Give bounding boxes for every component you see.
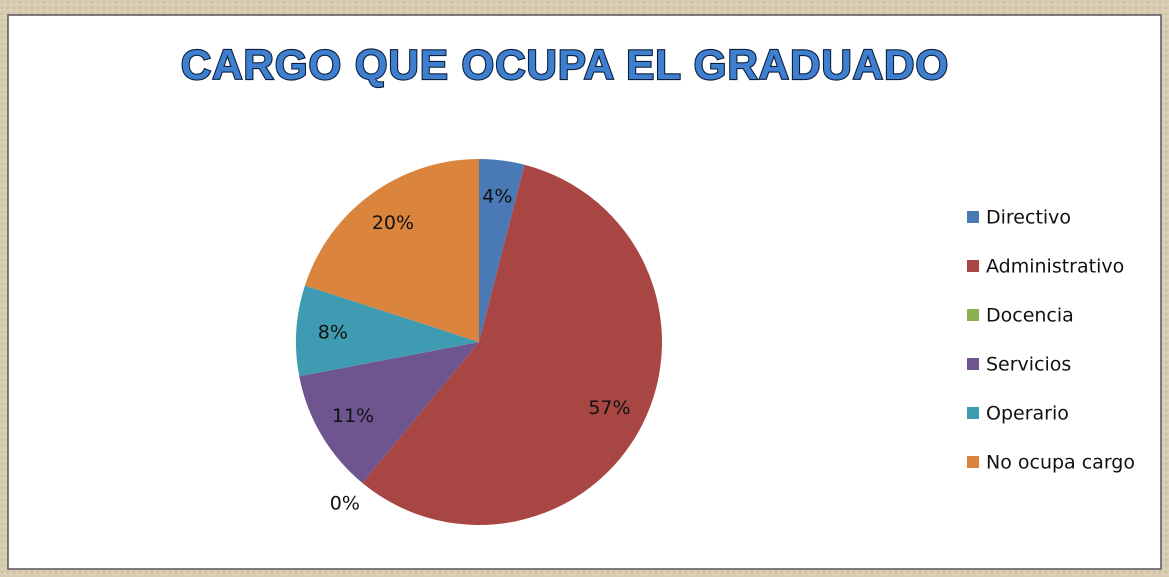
legend-swatch xyxy=(967,309,979,321)
data-label: 20% xyxy=(372,212,414,234)
data-label: 4% xyxy=(482,185,512,207)
data-label: 57% xyxy=(588,397,630,419)
pie: 4% 57% 0% 11% 8% 20% xyxy=(295,159,662,526)
pie-slice xyxy=(299,342,479,484)
legend-label: Directivo xyxy=(986,207,1071,229)
legend-label: Docencia xyxy=(986,305,1074,327)
legend-swatch xyxy=(967,260,979,272)
legend-label: Administrativo xyxy=(986,256,1124,278)
pie-slice xyxy=(479,159,525,342)
legend-label: No ocupa cargo xyxy=(986,452,1135,474)
legend-swatch xyxy=(967,358,979,370)
legend-swatch xyxy=(967,211,979,223)
chart-title: CARGO QUE OCUPA EL GRADUADO xyxy=(181,41,949,88)
pie-slice xyxy=(304,159,479,342)
data-label: 8% xyxy=(318,321,348,343)
pie-slice xyxy=(295,285,479,377)
data-label: 11% xyxy=(332,405,374,427)
pie-slice xyxy=(362,164,662,526)
legend: Directivo Administrativo Docencia Servicios… xyxy=(967,207,1135,474)
legend-label: Servicios xyxy=(986,354,1071,376)
legend-swatch xyxy=(967,407,979,419)
legend-label: Operario xyxy=(986,403,1069,425)
data-label: 0% xyxy=(330,493,360,515)
legend-swatch xyxy=(967,456,979,468)
